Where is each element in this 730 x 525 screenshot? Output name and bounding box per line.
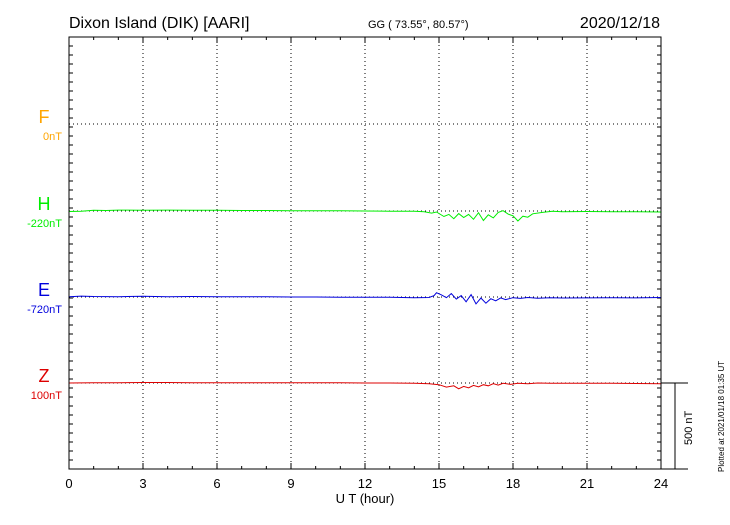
x-tick-label: 21 — [580, 476, 594, 491]
series-offset-f: 0nT — [43, 131, 62, 143]
scale-bar: 500 nT — [661, 382, 695, 470]
date-label: 2020/12/18 — [580, 15, 660, 32]
series-name-e: E — [38, 280, 50, 300]
series-name-f: F — [39, 107, 50, 127]
series-line-e — [68, 292, 662, 305]
x-axis-label: U T (hour) — [336, 491, 395, 506]
coords-label: GG ( 73.55°, 80.57°) — [368, 19, 469, 31]
series-labels: F 0nT H -220nT E -720nT Z 100nT — [27, 107, 62, 402]
x-tick-label: 6 — [213, 476, 220, 491]
x-tick-label: 24 — [654, 476, 668, 491]
series-offset-e: -720nT — [27, 304, 62, 316]
scale-bar-label: 500 nT — [683, 410, 695, 445]
x-tick-label: 12 — [358, 476, 372, 491]
series-line-z — [68, 382, 662, 390]
series-name-h: H — [38, 194, 51, 214]
x-tick-labels: 0 3 6 9 12 15 18 21 24 — [65, 476, 668, 491]
x-tick-label: 3 — [139, 476, 146, 491]
series-lines — [68, 209, 662, 390]
grid — [69, 37, 661, 469]
station-title: Dixon Island (DIK) [AARI] — [69, 15, 250, 32]
series-offset-h: -220nT — [27, 218, 62, 230]
series-line-h — [68, 209, 662, 222]
plot-frame — [68, 36, 662, 470]
series-offset-z: 100nT — [31, 390, 62, 402]
x-tick-label: 0 — [65, 476, 72, 491]
x-tick-label: 15 — [432, 476, 446, 491]
plotted-at-note: Plotted at 2021/01/18 01:35 UT — [717, 361, 726, 472]
x-tick-label: 9 — [287, 476, 294, 491]
series-name-z: Z — [39, 366, 50, 386]
x-tick-label: 18 — [506, 476, 520, 491]
